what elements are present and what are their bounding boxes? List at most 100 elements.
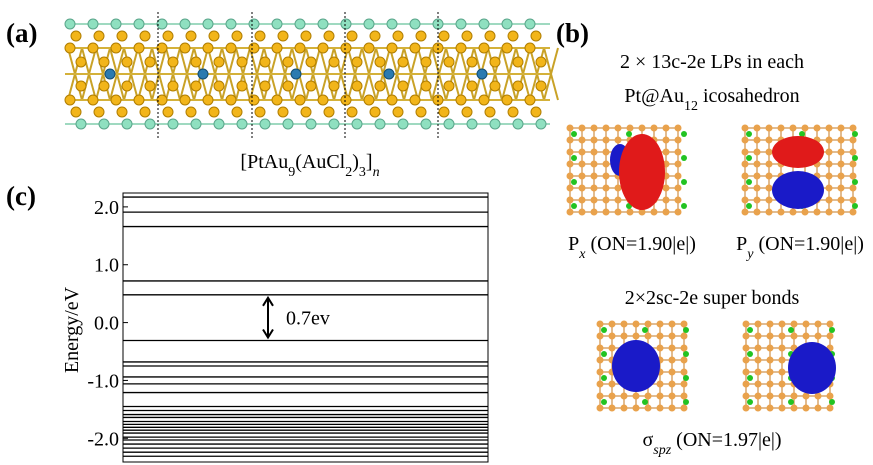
au-atom bbox=[375, 81, 385, 91]
cl-atom bbox=[683, 399, 689, 405]
au-atom bbox=[375, 57, 385, 67]
atom bbox=[681, 405, 688, 412]
au-atom bbox=[536, 81, 546, 91]
au-atom bbox=[209, 107, 219, 117]
atom bbox=[767, 381, 774, 388]
atom bbox=[755, 321, 762, 328]
atom bbox=[657, 333, 664, 340]
au-atom bbox=[203, 43, 213, 53]
cl-atom bbox=[283, 119, 293, 129]
text-segment: 3 bbox=[359, 165, 366, 180]
au-atom bbox=[347, 107, 357, 117]
atom bbox=[591, 185, 598, 192]
atom bbox=[609, 405, 616, 412]
atom bbox=[603, 185, 610, 192]
cl-atom bbox=[747, 375, 753, 381]
cl-atom bbox=[352, 119, 362, 129]
atom bbox=[838, 161, 845, 168]
atom bbox=[779, 405, 786, 412]
panel-label: (b) bbox=[556, 18, 589, 48]
cl-atom bbox=[747, 351, 753, 357]
text-segment: [PtAu bbox=[240, 151, 288, 173]
atom bbox=[579, 197, 586, 204]
cl-atom bbox=[226, 19, 236, 29]
au-atom bbox=[94, 107, 104, 117]
au-atom bbox=[278, 31, 288, 41]
atom bbox=[681, 381, 688, 388]
atom bbox=[791, 405, 798, 412]
au-atom bbox=[76, 57, 86, 67]
au-atom bbox=[531, 31, 541, 41]
cl-atom bbox=[479, 19, 489, 29]
atom bbox=[591, 173, 598, 180]
atom bbox=[767, 357, 774, 364]
cl-atom bbox=[642, 399, 648, 405]
atom bbox=[766, 149, 773, 156]
cl-atom bbox=[214, 119, 224, 129]
cl-atom bbox=[601, 351, 607, 357]
au-atom bbox=[490, 81, 500, 91]
atom bbox=[675, 173, 682, 180]
y-tick-label: -1.0 bbox=[87, 370, 119, 392]
atom bbox=[850, 209, 857, 216]
atom bbox=[603, 173, 610, 180]
au-atom bbox=[387, 43, 397, 53]
au-atom bbox=[439, 31, 449, 41]
au-atom bbox=[370, 31, 380, 41]
atom bbox=[850, 185, 857, 192]
cl-atom bbox=[852, 131, 858, 137]
figure: (a) (b) (c) [PtAu9(AuCl2)3]n 2 × 13c-2e … bbox=[0, 0, 873, 465]
au-atom bbox=[416, 107, 426, 117]
atom bbox=[609, 381, 616, 388]
pt-atom bbox=[477, 69, 487, 79]
atom bbox=[675, 197, 682, 204]
atom bbox=[742, 209, 749, 216]
atom bbox=[579, 137, 586, 144]
cl-atom bbox=[571, 131, 577, 137]
au-atom bbox=[456, 43, 466, 53]
atom bbox=[850, 173, 857, 180]
pt-atom bbox=[105, 69, 115, 79]
au-atom bbox=[168, 81, 178, 91]
atom bbox=[755, 333, 762, 340]
atom bbox=[826, 185, 833, 192]
atom bbox=[675, 149, 682, 156]
au-atom bbox=[88, 95, 98, 105]
atom bbox=[743, 369, 750, 376]
atom bbox=[609, 345, 616, 352]
text-segment: P bbox=[736, 233, 747, 255]
cl-atom bbox=[601, 399, 607, 405]
au-atom bbox=[88, 43, 98, 53]
text-segment: ] bbox=[366, 151, 373, 173]
text-segment: 12 bbox=[684, 99, 698, 114]
cl-atom bbox=[341, 19, 351, 29]
atom bbox=[567, 125, 574, 132]
caption: Py (ON=1.90|e|) bbox=[736, 233, 864, 262]
atom bbox=[742, 149, 749, 156]
atom bbox=[791, 333, 798, 340]
lobe bbox=[772, 171, 824, 209]
atom bbox=[850, 161, 857, 168]
cl-atom bbox=[272, 19, 282, 29]
atom bbox=[743, 321, 750, 328]
cl-atom bbox=[318, 19, 328, 29]
cl-atom bbox=[364, 19, 374, 29]
cl-atom bbox=[295, 19, 305, 29]
atom bbox=[767, 333, 774, 340]
atom bbox=[669, 405, 676, 412]
atom bbox=[790, 209, 797, 216]
panel-label: (c) bbox=[6, 181, 36, 211]
au-atom bbox=[531, 107, 541, 117]
au-atom bbox=[186, 31, 196, 41]
au-atom bbox=[387, 95, 397, 105]
y-tick-label: 2.0 bbox=[94, 197, 119, 219]
atom bbox=[615, 209, 622, 216]
atom bbox=[766, 125, 773, 132]
atom bbox=[754, 209, 761, 216]
atom bbox=[567, 173, 574, 180]
atom bbox=[838, 125, 845, 132]
au-atom bbox=[168, 57, 178, 67]
au-atom bbox=[364, 43, 374, 53]
au-atom bbox=[318, 43, 328, 53]
cl-atom bbox=[375, 119, 385, 129]
